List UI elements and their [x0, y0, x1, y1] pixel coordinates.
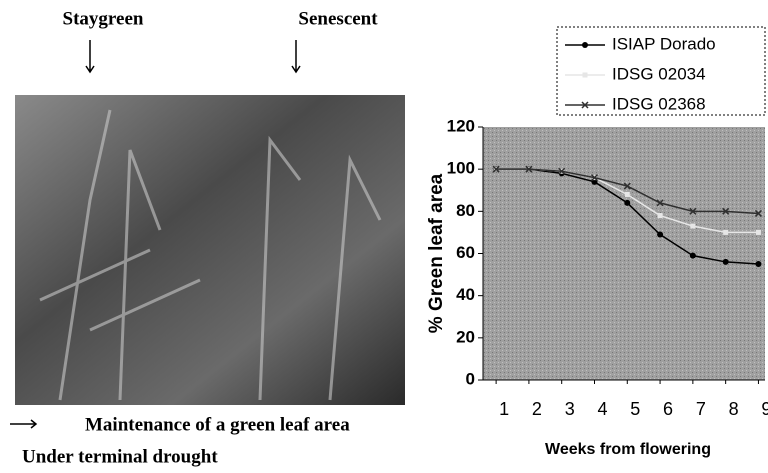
y-axis-label: % Green leaf area: [426, 173, 447, 333]
legend-box: [556, 26, 766, 116]
point: [689, 207, 697, 215]
x-tick-label: 7: [696, 399, 706, 419]
legend-label: IDSG 02034: [612, 64, 706, 83]
y-tick-label: 60: [456, 243, 475, 262]
x-tick-label: 5: [630, 399, 640, 419]
crop-photo: [15, 95, 405, 405]
point: [590, 174, 599, 182]
y-tick-label: 80: [456, 201, 475, 220]
point: [723, 229, 729, 235]
caption: Under terminal drought: [22, 446, 218, 467]
plot-area: [483, 127, 765, 380]
point: [722, 207, 730, 215]
photo-label: Staygreen: [63, 8, 144, 29]
x-tick-label: 1: [499, 399, 509, 419]
photo-label: Senescent: [298, 8, 378, 29]
caption: Maintenance of a green leaf area: [85, 414, 350, 435]
point: [624, 191, 630, 197]
point: [624, 199, 631, 206]
point: [657, 231, 664, 238]
point: [623, 182, 631, 190]
leaf-texture: [39, 109, 382, 401]
point: [722, 258, 729, 265]
x-tick-label: 6: [663, 399, 673, 419]
legend-label: ISIAP Dorado: [612, 34, 716, 53]
legend-label: IDSG 02368: [612, 94, 706, 113]
point: [525, 165, 533, 173]
y-tick-label: 0: [466, 369, 475, 388]
x-tick-label: 4: [597, 399, 607, 419]
point: [754, 209, 762, 217]
point: [755, 229, 761, 235]
point: [657, 213, 663, 219]
point: [656, 199, 664, 207]
point: [558, 167, 566, 175]
y-tick-label: 120: [447, 116, 475, 135]
x-tick-label: 8: [729, 399, 739, 419]
point: [581, 101, 589, 109]
x-tick-label: 9: [761, 399, 768, 419]
point: [689, 252, 696, 259]
point: [582, 72, 588, 78]
point: [582, 42, 588, 48]
point: [591, 178, 598, 185]
y-tick-label: 20: [456, 327, 475, 346]
x-tick-label: 2: [532, 399, 542, 419]
arrows: [10, 40, 301, 429]
x-axis-label: Weeks from flowering: [545, 441, 711, 458]
point: [492, 165, 500, 173]
point: [690, 223, 696, 229]
point: [755, 261, 762, 268]
y-tick-label: 40: [456, 285, 475, 304]
y-tick-label: 100: [447, 159, 475, 178]
x-tick-label: 3: [565, 399, 575, 419]
